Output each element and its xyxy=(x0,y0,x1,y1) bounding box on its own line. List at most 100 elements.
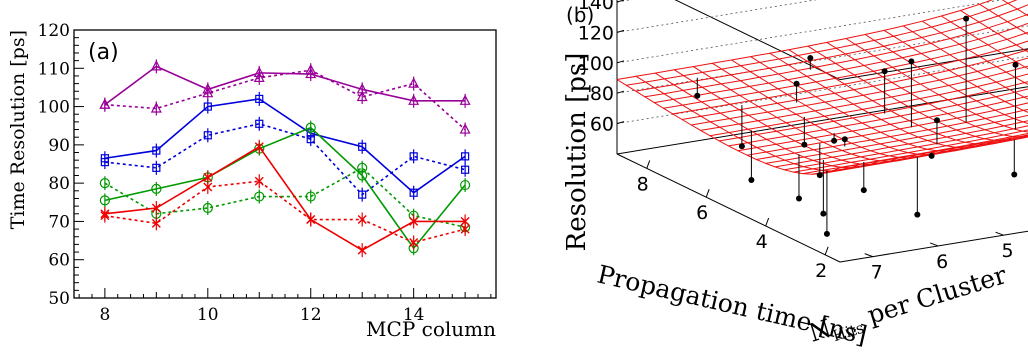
data-point-a xyxy=(459,123,471,134)
y-axis-label-a: Time Resolution [ps] xyxy=(7,30,29,229)
x-axis-label-a: MCP column xyxy=(366,317,496,341)
box-edge-b xyxy=(839,230,1028,263)
surface-line-b xyxy=(750,56,974,152)
y-tick-label-b: 5 xyxy=(1002,240,1014,262)
data-point-a xyxy=(356,90,368,102)
z-tick-label-b: 80 xyxy=(590,83,614,105)
x-tick-mark-b xyxy=(824,246,829,255)
data-point-a xyxy=(357,162,368,173)
data-point-a xyxy=(460,224,470,234)
surface-line-b xyxy=(941,15,1028,70)
data-point-b xyxy=(793,80,800,87)
x-tick-label-b: 4 xyxy=(756,231,768,253)
data-point-b xyxy=(1012,61,1019,68)
data-point-a xyxy=(306,215,316,225)
surface-line-b xyxy=(845,38,1028,133)
y-tick-mark-b xyxy=(864,253,873,258)
panel-label-b: (b) xyxy=(566,3,594,27)
y-tick-label-a: 90 xyxy=(48,136,70,156)
series-line-a xyxy=(104,122,466,196)
surface-line-b xyxy=(616,79,841,175)
surface-line-b xyxy=(903,25,1028,100)
series-a-7 xyxy=(100,174,470,250)
data-point-a xyxy=(409,152,418,161)
panel-a: 50 60 70 80 90 100 110 120 8 10 12 14 (a) MCP colum… xyxy=(7,21,497,341)
z-tick-label-b: 60 xyxy=(590,114,614,136)
x-tick-label-a: 14 xyxy=(403,305,425,325)
data-point-a xyxy=(203,102,212,111)
data-point-a xyxy=(255,119,264,128)
data-point-b xyxy=(914,211,921,218)
x-tick-label-b: 6 xyxy=(696,202,708,224)
data-point-a xyxy=(99,195,110,206)
z-tick-mark-b xyxy=(616,29,625,33)
panel-b: 608010012014086427654321 (b) Resolution … xyxy=(562,0,1028,352)
series-group-a xyxy=(99,59,471,258)
data-point-a xyxy=(461,152,470,161)
y-tick-mark-b xyxy=(995,231,1004,236)
y-tick-label-a: 100 xyxy=(38,98,70,118)
x-tick-label-a: 8 xyxy=(99,305,110,325)
data-point-a xyxy=(151,218,161,228)
data-point-b xyxy=(738,143,745,150)
y-tick-label-a: 120 xyxy=(38,21,70,41)
box-edge-b xyxy=(616,86,1028,155)
data-point-b xyxy=(908,58,915,65)
data-point-a xyxy=(150,60,162,71)
z-axis-label-b: Resolution [ps] xyxy=(562,53,592,252)
data-point-b xyxy=(860,187,867,194)
z-tick-mark-b xyxy=(616,60,625,64)
data-point-b xyxy=(807,55,814,62)
data-point-a xyxy=(203,172,213,182)
data-point-b xyxy=(694,92,701,99)
data-point-a xyxy=(99,178,110,189)
data-point-a xyxy=(408,94,420,105)
surface-line-b xyxy=(922,20,1028,86)
box-edge-b xyxy=(674,0,841,81)
y-tick-label-b: 7 xyxy=(871,262,883,284)
series-a-3 xyxy=(100,116,470,202)
surface-line-b xyxy=(769,52,993,149)
data-point-b xyxy=(928,152,935,159)
data-point-b xyxy=(881,68,888,75)
x-tick-label-a: 10 xyxy=(197,305,219,325)
x-tick-label-b: 2 xyxy=(815,260,827,282)
series-line-a xyxy=(104,98,466,194)
data-point-a xyxy=(408,77,420,88)
surface-line-b xyxy=(826,41,1028,138)
data-point-b xyxy=(841,136,848,143)
data-point-a xyxy=(305,122,316,133)
data-point-a xyxy=(460,179,471,191)
data-point-a xyxy=(459,94,471,105)
data-point-a xyxy=(460,216,470,226)
data-point-a xyxy=(254,142,264,152)
surface-line-b xyxy=(635,75,860,172)
surface-line-b xyxy=(788,49,1012,145)
series-line-a xyxy=(104,65,466,106)
data-point-a xyxy=(203,182,213,192)
axis-ticks-a: 50 60 70 80 90 100 110 120 8 10 12 14 xyxy=(38,21,492,325)
series-a-2 xyxy=(100,91,470,200)
data-point-a xyxy=(254,176,264,186)
data-points-b xyxy=(694,15,1019,237)
data-point-a xyxy=(151,203,161,213)
axis-ticks-b: 608010012014086427654321 xyxy=(578,0,1014,284)
surface-line-b xyxy=(807,45,1028,142)
data-point-a xyxy=(100,157,109,167)
x-tick-label-b: 8 xyxy=(637,173,649,195)
x-tick-label-a: 12 xyxy=(300,305,322,325)
surface-line-b xyxy=(674,69,898,166)
z-tick-label-b: 120 xyxy=(578,22,614,44)
box-edge-b xyxy=(839,48,1028,81)
data-point-b xyxy=(748,176,755,183)
z-tick-label-b: 100 xyxy=(578,53,614,75)
data-point-a xyxy=(202,86,214,98)
surface-line-b xyxy=(960,10,1028,53)
data-point-a xyxy=(358,142,367,151)
y-axis-label-b: NHits per Cluster xyxy=(805,260,1011,352)
z-tick-mark-b xyxy=(616,90,625,94)
data-point-b xyxy=(963,15,970,22)
series-line-a xyxy=(104,180,466,244)
data-point-a xyxy=(151,183,162,194)
